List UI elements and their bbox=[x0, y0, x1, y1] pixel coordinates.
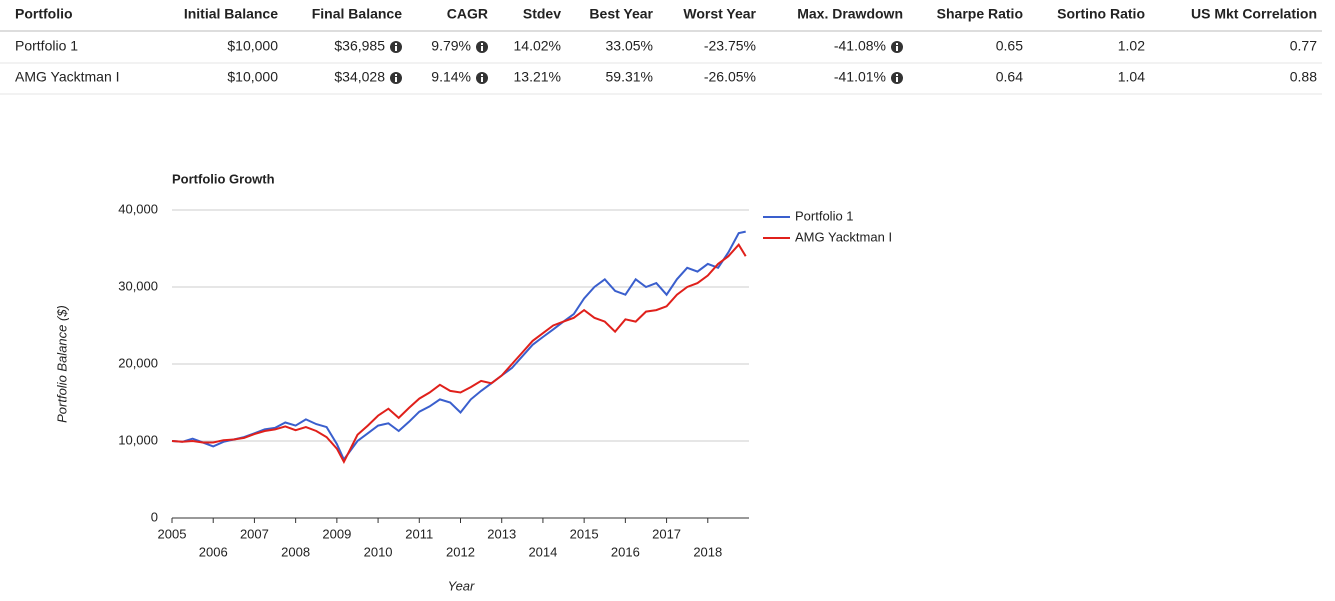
x-tick-label: 2014 bbox=[528, 544, 557, 559]
x-axis-label: Year bbox=[448, 578, 475, 593]
table-cell: 59.31% bbox=[606, 69, 653, 85]
x-tick-label: 2017 bbox=[652, 526, 681, 541]
x-tick-label: 2018 bbox=[693, 544, 722, 559]
x-tick-label: 2016 bbox=[611, 544, 640, 559]
table-cell: $36,985 bbox=[334, 38, 385, 54]
table-cell: -41.01% bbox=[834, 69, 886, 85]
info-icon-glyph bbox=[395, 77, 397, 82]
table-cell: Portfolio 1 bbox=[15, 38, 78, 54]
legend-label: AMG Yacktman I bbox=[795, 229, 892, 244]
info-icon-glyph bbox=[896, 77, 898, 82]
column-header: Worst Year bbox=[683, 6, 756, 22]
info-icon-dot bbox=[395, 43, 397, 45]
x-tick-label: 2010 bbox=[364, 544, 393, 559]
table-cell: $10,000 bbox=[227, 69, 278, 85]
table-cell: 14.02% bbox=[514, 38, 561, 54]
table-cell: 33.05% bbox=[606, 38, 653, 54]
table-cell: 1.02 bbox=[1118, 38, 1145, 54]
table-cell: 0.64 bbox=[996, 69, 1023, 85]
info-icon-dot bbox=[896, 43, 898, 45]
table-cell: -41.08% bbox=[834, 38, 886, 54]
y-tick-label: 0 bbox=[151, 509, 158, 524]
table-cell: 0.77 bbox=[1290, 38, 1317, 54]
column-header: Max. Drawdown bbox=[797, 6, 903, 22]
info-icon-dot bbox=[395, 74, 397, 76]
series-line bbox=[171, 230, 746, 462]
info-icon-dot bbox=[481, 74, 483, 76]
column-header: Final Balance bbox=[312, 6, 402, 22]
x-tick-label: 2015 bbox=[570, 526, 599, 541]
table-cell: 9.79% bbox=[431, 38, 471, 54]
x-tick-label: 2008 bbox=[281, 544, 310, 559]
y-tick-label: 30,000 bbox=[118, 278, 158, 293]
info-icon-dot bbox=[896, 74, 898, 76]
table-cell: AMG Yacktman I bbox=[15, 69, 120, 85]
table-cell: -26.05% bbox=[704, 69, 756, 85]
table-cell: $34,028 bbox=[334, 69, 385, 85]
column-header: US Mkt Correlation bbox=[1191, 6, 1317, 22]
table-cell: 9.14% bbox=[431, 69, 471, 85]
chart-title: Portfolio Growth bbox=[172, 171, 275, 186]
x-tick-label: 2011 bbox=[405, 526, 433, 541]
column-header: Best Year bbox=[589, 6, 653, 22]
table-cell: 1.04 bbox=[1118, 69, 1145, 85]
column-header: Stdev bbox=[523, 6, 561, 22]
y-axis-label: Portfolio Balance ($) bbox=[54, 305, 69, 423]
info-icon-glyph bbox=[395, 46, 397, 51]
table-cell: 13.21% bbox=[514, 69, 561, 85]
legend-label: Portfolio 1 bbox=[795, 208, 854, 223]
x-tick-label: 2009 bbox=[322, 526, 351, 541]
y-tick-label: 40,000 bbox=[118, 201, 158, 216]
y-tick-label: 10,000 bbox=[118, 432, 158, 447]
table-cell: 0.65 bbox=[996, 38, 1023, 54]
x-tick-label: 2012 bbox=[446, 544, 475, 559]
column-header: Initial Balance bbox=[184, 6, 278, 22]
column-header: Sortino Ratio bbox=[1057, 6, 1145, 22]
info-icon-glyph bbox=[896, 46, 898, 51]
x-tick-label: 2007 bbox=[240, 526, 269, 541]
column-header: Sharpe Ratio bbox=[937, 6, 1023, 22]
series-line bbox=[171, 243, 747, 464]
column-header: CAGR bbox=[447, 6, 488, 22]
info-icon-glyph bbox=[481, 46, 483, 51]
column-header: Portfolio bbox=[15, 6, 73, 22]
info-icon-glyph bbox=[481, 77, 483, 82]
table-cell: -23.75% bbox=[704, 38, 756, 54]
x-tick-label: 2005 bbox=[158, 526, 187, 541]
table-cell: $10,000 bbox=[227, 38, 278, 54]
table-cell: 0.88 bbox=[1290, 69, 1317, 85]
x-tick-label: 2013 bbox=[487, 526, 516, 541]
info-icon-dot bbox=[481, 43, 483, 45]
x-tick-label: 2006 bbox=[199, 544, 228, 559]
y-tick-label: 20,000 bbox=[118, 355, 158, 370]
